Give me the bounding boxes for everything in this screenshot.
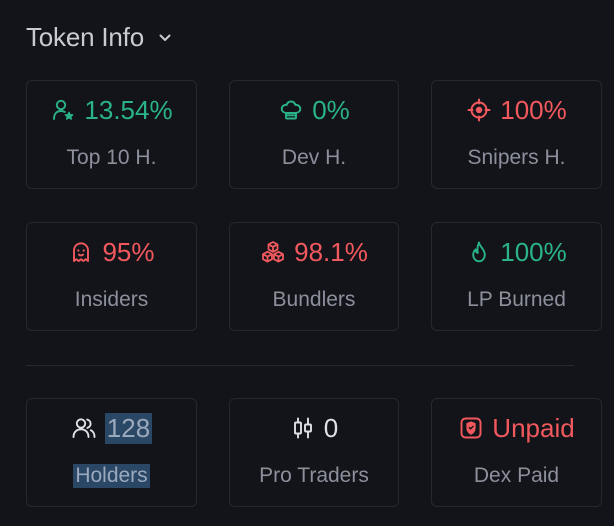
holders-value: 128	[104, 412, 153, 444]
dex-paid-card[interactable]: Unpaid Dex Paid	[431, 398, 602, 507]
dex-value: Unpaid	[492, 412, 575, 443]
top10-label: Top 10 H.	[66, 146, 157, 169]
pro-label: Pro Traders	[259, 464, 369, 487]
lp-label: LP Burned	[467, 288, 566, 311]
dev-holders-card[interactable]: 0% Dev H.	[229, 80, 399, 189]
crosshair-icon	[466, 97, 492, 123]
bundlers-value: 98.1%	[294, 236, 368, 267]
shield-icon	[458, 415, 484, 441]
bundlers-label: Bundlers	[272, 288, 356, 311]
holders-card[interactable]: 128 Holders	[26, 398, 197, 507]
section-divider	[26, 365, 574, 366]
insiders-card[interactable]: 95% Insiders	[26, 222, 197, 331]
user-star-icon	[50, 97, 76, 123]
flame-icon	[466, 239, 492, 265]
dev-value: 0%	[312, 94, 350, 125]
snipers-holders-card[interactable]: 100% Snipers H.	[431, 80, 602, 189]
holders-label: Holders	[73, 464, 150, 488]
top10-holders-card[interactable]: 13.54% Top 10 H.	[26, 80, 197, 189]
bundlers-card[interactable]: 98.1% Bundlers	[229, 222, 399, 331]
boxes-icon	[260, 239, 286, 265]
chevron-down-icon[interactable]	[158, 31, 172, 45]
lp-burned-card[interactable]: 100% LP Burned	[431, 222, 602, 331]
snipers-label: Snipers H.	[467, 146, 566, 169]
snipers-value: 100%	[500, 94, 567, 125]
pro-traders-card[interactable]: 0 Pro Traders	[229, 398, 399, 507]
insiders-label: Insiders	[74, 288, 149, 311]
insiders-value: 95%	[102, 236, 155, 267]
dex-label: Dex Paid	[473, 464, 560, 487]
lp-value: 100%	[500, 236, 567, 267]
section-title: Token Info	[26, 21, 144, 52]
candlestick-icon	[290, 415, 316, 441]
users-icon	[71, 415, 97, 441]
chef-hat-icon	[278, 97, 304, 123]
top10-value: 13.54%	[84, 94, 173, 125]
pro-value: 0	[323, 412, 339, 443]
token-info-header[interactable]: Token Info	[26, 20, 172, 54]
ghost-icon	[68, 239, 94, 265]
dev-label: Dev H.	[281, 146, 347, 169]
